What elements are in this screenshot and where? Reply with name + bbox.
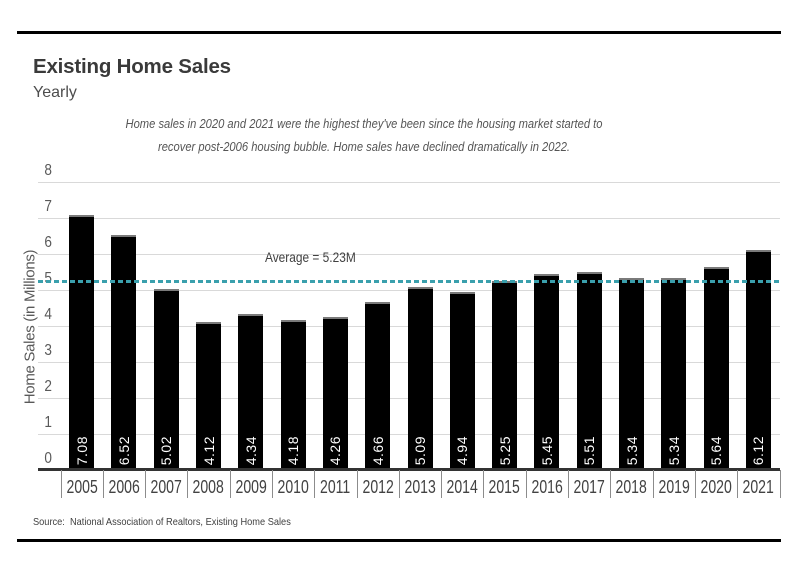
bar-2019: 5.34	[661, 277, 687, 470]
y-tick-label: 5	[44, 270, 52, 287]
x-tick-label-2005: 2005	[66, 477, 98, 497]
bar-value-label: 4.66	[369, 435, 386, 465]
top-rule	[17, 31, 781, 34]
bar-value-label: 5.25	[496, 435, 513, 465]
bar-2013: 5.09	[407, 286, 433, 470]
x-tick-label-2016: 2016	[531, 477, 563, 497]
x-tick-label-2013: 2013	[404, 477, 436, 497]
y-tick-label: 4	[44, 306, 52, 323]
x-axis-separator	[398, 470, 400, 498]
x-axis-separator	[525, 470, 527, 498]
x-tick-label-2020: 2020	[700, 477, 732, 497]
y-tick-label: 1	[44, 414, 52, 431]
bar-2005: 7.08	[69, 215, 95, 470]
x-axis-separator	[102, 470, 104, 498]
x-tick-label-2018: 2018	[615, 477, 648, 497]
y-tick-label: 0	[44, 450, 52, 467]
bar-2007: 5.02	[153, 289, 179, 470]
x-axis-separator	[441, 470, 443, 498]
bar-2018: 5.34	[619, 277, 644, 470]
chart-title: Existing Home Sales	[33, 55, 231, 78]
x-tick-label-2006: 2006	[108, 477, 140, 497]
bar-value-label: 5.51	[581, 435, 598, 465]
x-tick-label-2014: 2014	[446, 477, 478, 497]
x-tick-label-2008: 2008	[192, 477, 225, 497]
x-axis-separator	[483, 470, 485, 498]
x-axis-separator	[60, 470, 62, 498]
x-tick-label-2017: 2017	[573, 477, 605, 497]
x-tick-label-2021: 2021	[742, 477, 774, 497]
bar-2006: 6.52	[111, 235, 137, 470]
y-tick-label: 8	[44, 162, 52, 179]
bar-2017: 5.51	[576, 271, 602, 470]
bar-2014: 4.94	[449, 292, 475, 470]
x-axis-separator	[314, 470, 316, 498]
bar-value-label: 4.26	[327, 435, 344, 465]
bar-value-label: 5.34	[623, 435, 640, 465]
average-line	[38, 280, 780, 284]
x-axis-separator	[187, 470, 189, 498]
bar-value-label: 4.34	[242, 435, 259, 465]
x-axis-separator	[356, 470, 358, 498]
bar-value-label: 5.09	[412, 435, 428, 465]
chart-annotation: Home sales in 2020 and 2021 were the hig…	[85, 112, 642, 158]
bar-2020: 5.64	[703, 267, 729, 470]
x-axis-separator	[272, 470, 273, 498]
bar-value-label: 4.12	[200, 435, 217, 465]
gridline-y7	[38, 217, 780, 219]
bar-value-label: 5.02	[158, 435, 175, 465]
bar-value-label: 4.94	[454, 435, 471, 465]
bar-value-label: 5.34	[665, 435, 682, 465]
gridline-y6	[38, 253, 780, 255]
bar-2009: 4.34	[238, 313, 264, 470]
x-axis-separator	[737, 470, 739, 498]
y-tick-label: 6	[44, 234, 52, 251]
annotation-line-1: Home sales in 2020 and 2021 were the hig…	[125, 116, 603, 131]
x-axis-separator	[568, 470, 569, 498]
x-axis-separator	[694, 470, 696, 498]
x-axis-separator	[610, 470, 612, 498]
bar-2012: 4.66	[365, 302, 391, 470]
bar-2021: 6.12	[745, 249, 771, 470]
y-tick-label: 7	[44, 198, 52, 215]
x-axis-line	[38, 467, 780, 471]
bar-2010: 4.18	[280, 319, 306, 470]
bar-2011: 4.26	[322, 316, 348, 470]
annotation-line-2: recover post-2006 housing bubble. Home s…	[157, 139, 571, 154]
x-tick-label-2009: 2009	[235, 477, 267, 497]
source-note: Source: National Association of Realtors…	[33, 516, 291, 528]
x-axis-separator	[652, 470, 654, 498]
bar-2015: 5.25	[492, 281, 518, 470]
bar-2008: 4.12	[196, 321, 221, 470]
y-tick-label: 2	[44, 378, 52, 395]
x-tick-label-2007: 2007	[150, 477, 182, 497]
x-tick-label-2019: 2019	[658, 477, 690, 497]
x-tick-label-2011: 2011	[320, 477, 351, 497]
gridline-y8	[38, 181, 780, 183]
x-axis-separator	[779, 470, 781, 498]
bar-2016: 5.45	[534, 273, 560, 470]
bar-value-label: 7.08	[73, 435, 90, 465]
bar-value-label: 5.64	[708, 435, 725, 465]
chart-subtitle: Yearly	[33, 84, 77, 101]
x-tick-label-2015: 2015	[488, 477, 521, 497]
bottom-rule	[17, 539, 781, 542]
average-line-label: Average = 5.23M	[265, 249, 356, 265]
bar-value-label: 5.45	[538, 435, 555, 465]
bar-value-label: 4.18	[285, 435, 302, 465]
bar-value-label: 6.52	[115, 435, 132, 465]
bar-value-label: 6.12	[750, 435, 767, 465]
y-tick-label: 3	[44, 342, 52, 359]
x-axis-separator	[229, 470, 231, 498]
x-tick-label-2012: 2012	[362, 477, 394, 497]
x-tick-label-2010: 2010	[277, 477, 309, 497]
x-axis-separator	[145, 470, 147, 498]
